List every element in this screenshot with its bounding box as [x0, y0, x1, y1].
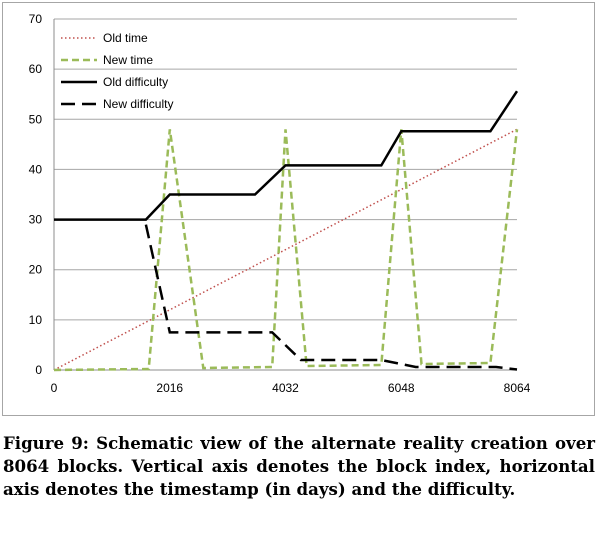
legend-label-new-time: New time: [103, 53, 153, 67]
series-line-new-difficulty: [144, 224, 518, 371]
x-tick-labels: 0 2016 4032 6048 8064: [51, 381, 531, 395]
x-tick-label-2016: 2016: [156, 381, 183, 395]
figure-caption: Figure 9: Schematic view of the alternat…: [3, 433, 595, 499]
y-tick-label-60: 60: [29, 62, 43, 76]
series-line-old-time: [53, 128, 518, 371]
y-tick-label-40: 40: [29, 162, 43, 176]
y-tick-label-50: 50: [29, 112, 43, 126]
y-tick-label-0: 0: [35, 363, 42, 377]
legend: Old time New time Old difficulty New diffic…: [61, 31, 173, 111]
y-tick-label-70: 70: [29, 12, 43, 26]
x-tick-label-8064: 8064: [504, 381, 531, 395]
series-lines: [53, 90, 519, 372]
y-tick-label-30: 30: [29, 213, 43, 227]
legend-label-old-time: Old time: [103, 31, 148, 45]
y-tick-label-20: 20: [29, 263, 43, 277]
x-tick-label-4032: 4032: [272, 381, 299, 395]
x-tick-label-6048: 6048: [388, 381, 415, 395]
series-line-old-difficulty: [54, 90, 519, 221]
y-tick-labels: 0 10 20 30 40 50 60 70: [29, 12, 43, 377]
chart-frame: 0 10 20 30 40 50 60 70 0 2016 4032 6048 8064 Old ti…: [2, 2, 595, 416]
axes: [53, 19, 517, 371]
legend-label-new-difficulty: New difficulty: [103, 97, 173, 111]
x-tick-label-0: 0: [51, 381, 58, 395]
line-chart: 0 10 20 30 40 50 60 70 0 2016 4032 6048 8064 Old ti…: [29, 12, 531, 395]
y-tick-label-10: 10: [29, 313, 43, 327]
series-line-new-time: [53, 129, 519, 372]
legend-label-old-difficulty: Old difficulty: [103, 75, 168, 89]
